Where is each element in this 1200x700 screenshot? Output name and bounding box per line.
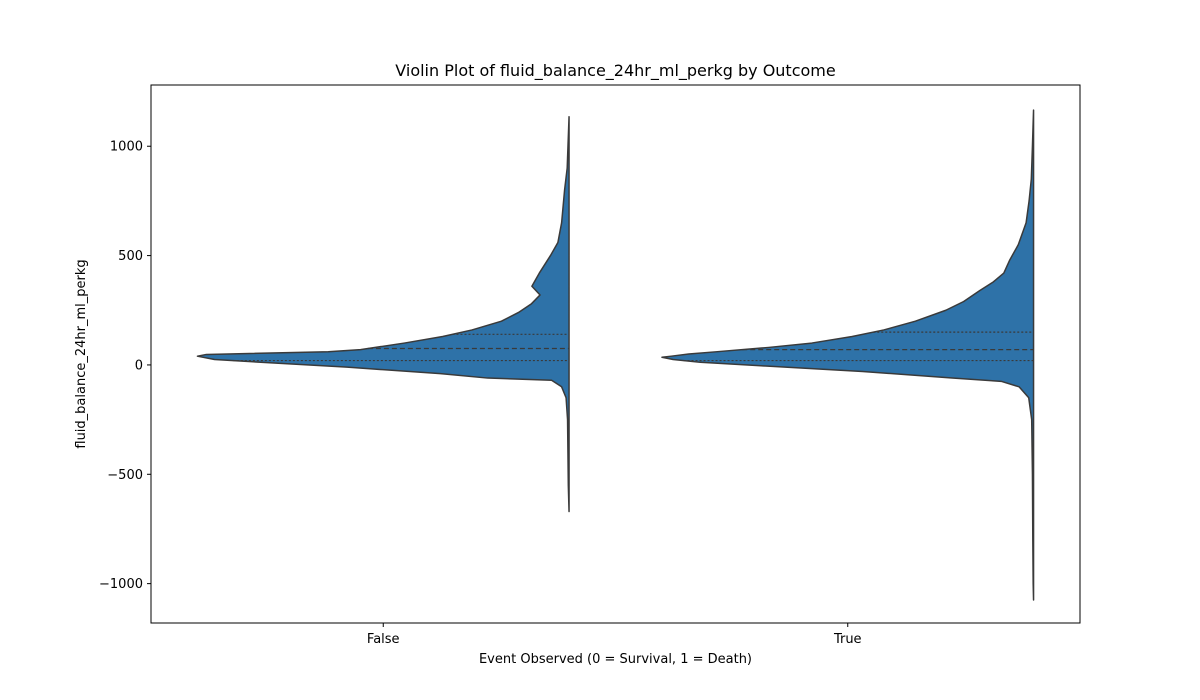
- y-axis-label: fluid_balance_24hr_ml_perkg: [74, 259, 89, 448]
- violin-body: [661, 109, 1035, 601]
- y-tick-label: −1000: [99, 577, 143, 592]
- y-tick-label: 500: [118, 249, 143, 264]
- y-tick-label: 1000: [110, 140, 143, 155]
- x-axis-label: Event Observed (0 = Survival, 1 = Death): [479, 652, 752, 667]
- x-tick-label: True: [833, 632, 862, 647]
- chart-title: Violin Plot of fluid_balance_24hr_ml_per…: [395, 61, 835, 81]
- x-tick-label: False: [367, 632, 400, 647]
- violin-group: [196, 109, 1035, 601]
- y-tick-label: −500: [107, 468, 143, 483]
- plot-frame: [150, 84, 1081, 624]
- x-axis: False True: [367, 623, 862, 647]
- y-axis: −1000 −500 0 500 1000: [99, 140, 151, 592]
- violin-true: [661, 109, 1035, 601]
- y-tick-label: 0: [135, 358, 143, 373]
- violin-body: [196, 115, 570, 513]
- violin-false: [196, 115, 570, 513]
